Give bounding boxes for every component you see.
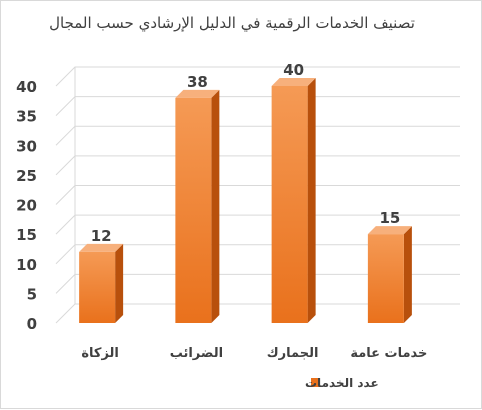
bar-side bbox=[211, 89, 220, 323]
y-tick-label: 0 bbox=[27, 315, 37, 333]
bar-side bbox=[307, 78, 316, 323]
bar-top bbox=[367, 226, 412, 235]
bar bbox=[175, 89, 220, 323]
bar bbox=[367, 226, 412, 323]
y-tick-label: 30 bbox=[16, 137, 37, 155]
data-labels: 12 38 40 15 bbox=[91, 61, 401, 245]
gridline bbox=[55, 96, 460, 116]
x-axis: الزكاة الضرائب الجمارك خدمات عامة bbox=[81, 346, 427, 361]
gridline bbox=[55, 155, 460, 176]
y-tick-label: 15 bbox=[16, 226, 37, 244]
y-axis: 0 5 10 15 20 25 30 35 40 bbox=[16, 78, 37, 333]
bar-top bbox=[79, 243, 124, 252]
category-label: خدمات عامة bbox=[350, 346, 427, 361]
gridline bbox=[55, 66, 460, 87]
bar-side bbox=[115, 243, 124, 323]
gridline bbox=[55, 125, 460, 146]
category-label: الزكاة bbox=[81, 346, 119, 361]
bar-front bbox=[271, 86, 308, 323]
bar-front bbox=[367, 234, 404, 323]
data-label: 38 bbox=[187, 73, 208, 91]
bar-top bbox=[175, 89, 220, 98]
bar-top bbox=[271, 78, 316, 86]
y-tick-label: 25 bbox=[16, 167, 37, 185]
y-tick-label: 10 bbox=[16, 256, 37, 274]
bar-side bbox=[403, 226, 412, 323]
data-label: 15 bbox=[379, 209, 400, 227]
bar bbox=[79, 243, 124, 323]
gridline bbox=[55, 185, 460, 205]
category-label: الضرائب bbox=[170, 346, 223, 361]
data-label: 40 bbox=[283, 61, 304, 79]
legend-swatch bbox=[311, 378, 320, 387]
y-tick-label: 35 bbox=[16, 108, 37, 126]
y-tick-label: 20 bbox=[16, 197, 37, 215]
bar-front bbox=[79, 251, 116, 323]
gridlines bbox=[55, 66, 460, 324]
legend-label: عدد الخدمات bbox=[305, 376, 379, 390]
bars bbox=[79, 78, 412, 323]
category-label: الجمارك bbox=[267, 346, 319, 361]
y-tick-label: 40 bbox=[16, 78, 37, 96]
y-tick-label: 5 bbox=[27, 285, 37, 303]
data-label: 12 bbox=[91, 227, 112, 245]
bar-front bbox=[175, 97, 212, 323]
chart-title: تصنيف الخدمات الرقمية في الدليل الإرشادي… bbox=[49, 14, 415, 33]
bar bbox=[271, 78, 316, 323]
legend: عدد الخدمات bbox=[305, 376, 379, 390]
